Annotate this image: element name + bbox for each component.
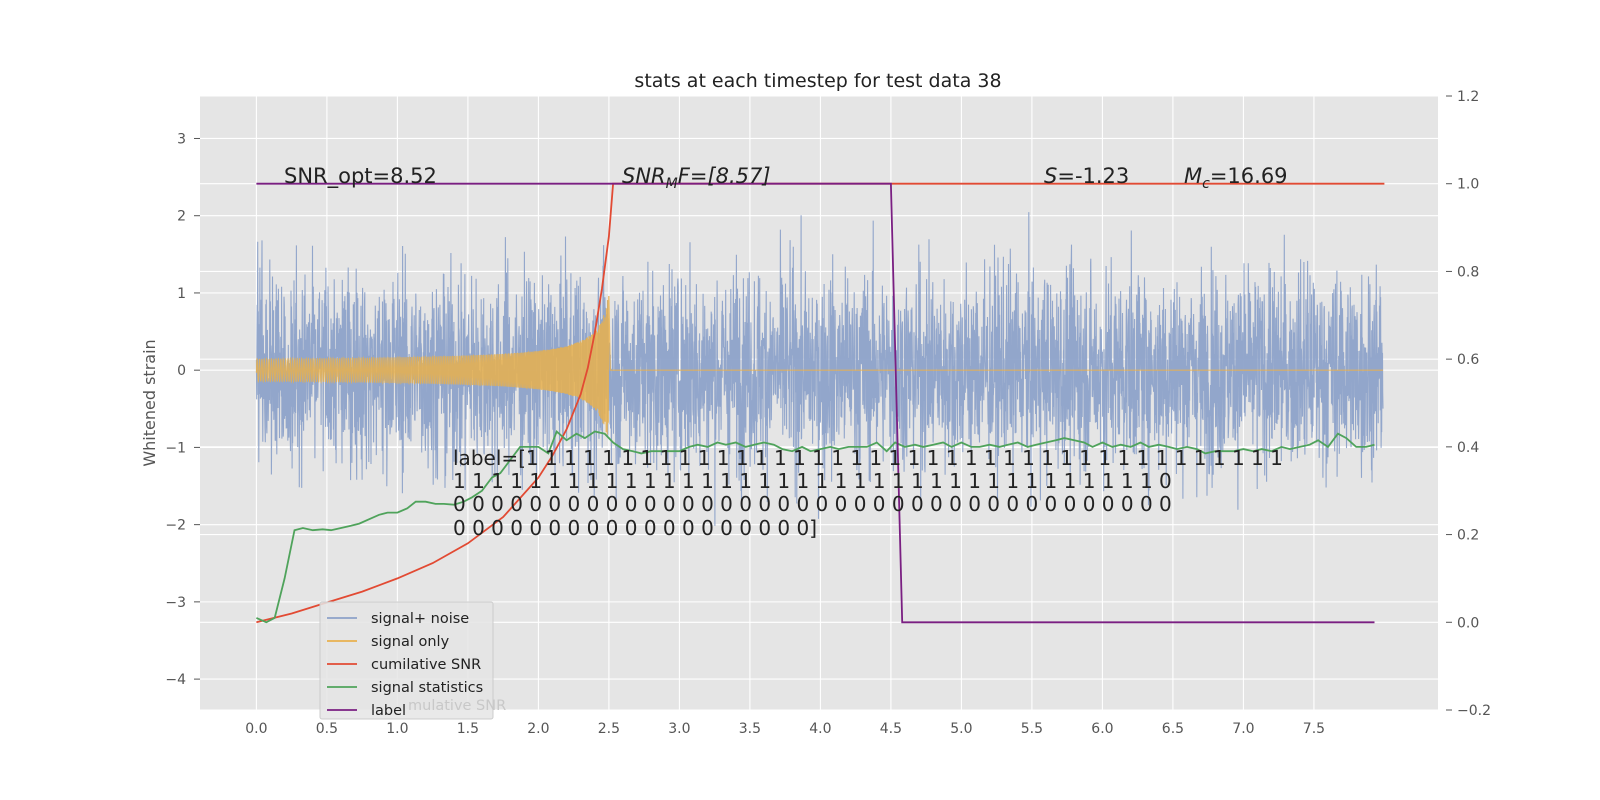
right-y-tick-label: 1.2 (1457, 89, 1479, 105)
mc-base: M (1184, 164, 1202, 188)
x-tick-label: 6.5 (1162, 721, 1184, 737)
right-y-tick-label: 0.8 (1457, 264, 1479, 280)
x-tick-label: 0.0 (245, 721, 267, 737)
y-tick-label: −1 (165, 440, 186, 456)
y-tick-label: 0 (177, 363, 186, 379)
y-tick-label: −3 (165, 595, 186, 611)
s-value: =-1.23 (1057, 164, 1129, 188)
legend-box (319, 601, 494, 720)
x-tick-label: 2.5 (598, 721, 620, 737)
y-tick-label: 3 (177, 131, 186, 147)
label-line-3: 0 0 0 0 0 0 0 0 0 0 0 0 0 0 0 0 0 0 0 0 … (453, 492, 1172, 516)
legend-label: cumilative SNR (371, 657, 481, 673)
legend-label: label (371, 703, 406, 719)
y-tick-label: 1 (177, 286, 186, 302)
x-tick-label: 5.5 (1021, 721, 1043, 737)
label-line-4: 0 0 0 0 0 0 0 0 0 0 0 0 0 0 0 0 0 0 0] (453, 516, 817, 540)
legend: mulative SNR signal+ noise signal only cum… (319, 601, 506, 720)
series-label (256, 182, 1375, 624)
x-tick-label: 0.5 (316, 721, 338, 737)
label-annotation: label=[1 1 1 1 1 1 1 1 1 1 1 1 1 1 1 1 1… (453, 446, 1283, 540)
x-tick-label: 4.5 (880, 721, 902, 737)
chart-title: stats at each timestep for test data 38 (634, 70, 1001, 92)
legend-ghost-text: mulative SNR (408, 698, 506, 714)
right-y-tick-label: −0.2 (1457, 703, 1491, 719)
s-symbol: S (1044, 164, 1057, 188)
series-signal-statistics (256, 429, 1375, 624)
snr-mf-base: SNR (622, 164, 666, 188)
label-line-2: 1 1 1 1 1 1 1 1 1 1 1 1 1 1 1 1 1 1 1 1 … (453, 469, 1172, 493)
right-y-tick-label: 0.2 (1457, 528, 1479, 544)
snr-mf-annotation: SNRMF=[8.57] (622, 164, 771, 192)
snr-mf-rest: F=[8.57] (678, 164, 771, 188)
right-y-tick-label: 1.0 (1457, 177, 1479, 193)
series-signal-noise (255, 212, 1384, 526)
mc-value: =16.69 (1210, 164, 1288, 188)
legend-label: signal statistics (371, 680, 483, 696)
right-y-axis-ticks: 1.2 1.0 0.8 0.6 0.4 0.2 0.0 −0.2 (1446, 89, 1491, 719)
y-tick-label: −2 (165, 518, 186, 534)
x-tick-label: 7.5 (1303, 721, 1325, 737)
mc-subscript: c (1202, 176, 1210, 192)
right-y-tick-label: 0.6 (1457, 352, 1479, 368)
series-layer (255, 182, 1385, 624)
x-tick-label: 1.0 (386, 721, 408, 737)
y-tick-label: −4 (165, 672, 186, 688)
x-axis-ticks: 0.0 0.5 1.0 1.5 2.0 2.5 3.0 3.5 4.0 4.5 5.0 5.5 6.0 6… (245, 721, 1325, 737)
legend-label: signal only (371, 634, 450, 650)
x-tick-label: 3.0 (668, 721, 690, 737)
snr-mf-subscript: M (666, 176, 678, 192)
x-tick-label: 3.5 (739, 721, 761, 737)
x-tick-label: 1.5 (457, 721, 479, 737)
snr-opt-annotation: SNR_opt=8.52 (284, 164, 437, 189)
series-signal-only (255, 296, 1384, 435)
legend-label: signal+ noise (371, 611, 469, 627)
legend-items: signal+ noise signal only cumilative SNR si… (327, 611, 483, 719)
x-tick-label: 2.0 (527, 721, 549, 737)
x-tick-label: 7.0 (1232, 721, 1254, 737)
x-tick-label: 4.0 (809, 721, 831, 737)
right-y-tick-label: 0.0 (1457, 615, 1479, 631)
y-axis-ticks: 3 2 1 0 −1 −2 −3 −4 (165, 131, 200, 688)
y-tick-label: 2 (177, 209, 186, 225)
x-tick-label: 5.0 (950, 721, 972, 737)
mc-annotation: Mc=16.69 (1184, 164, 1288, 192)
right-y-tick-label: 0.4 (1457, 440, 1479, 456)
s-annotation: S=-1.23 (1044, 164, 1129, 188)
x-tick-label: 6.0 (1091, 721, 1113, 737)
label-line-1: label=[1 1 1 1 1 1 1 1 1 1 1 1 1 1 1 1 1… (453, 446, 1283, 470)
y-axis-label: Whitened strain (140, 339, 159, 466)
